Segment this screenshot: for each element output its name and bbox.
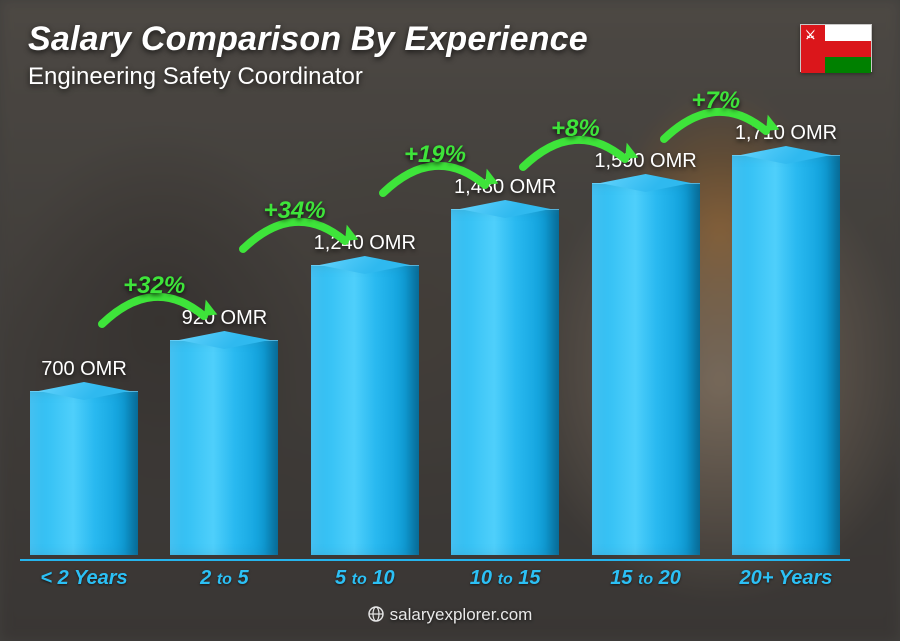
bar-3: 1,480 OMR (441, 176, 569, 555)
globe-icon (368, 606, 384, 627)
country-flag-oman: ⚔ (800, 24, 872, 72)
bar-value-label: 1,590 OMR (594, 150, 696, 173)
x-axis-label: < 2 Years (20, 561, 148, 589)
bar-front-face (311, 265, 419, 555)
header: Salary Comparison By Experience Engineer… (28, 20, 872, 91)
bar-3d (592, 183, 700, 555)
bar-value-label: 1,240 OMR (314, 232, 416, 255)
flag-stripe-white (825, 25, 871, 41)
bar-3d (170, 340, 278, 555)
bar-value-label: 1,480 OMR (454, 176, 556, 199)
footer: salaryexplorer.com (0, 605, 900, 627)
x-axis-label: 10 to 15 (441, 561, 569, 589)
x-axis-label: 5 to 10 (301, 561, 429, 589)
x-axis-label: 15 to 20 (582, 561, 710, 589)
bar-front-face (592, 183, 700, 555)
bar-front-face (732, 155, 840, 555)
x-axis-label: 2 to 5 (160, 561, 288, 589)
bar-4: 1,590 OMR (582, 150, 710, 555)
flag-hoist-red: ⚔ (801, 25, 825, 73)
bars-container: 700 OMR 920 OMR 1,240 OMR 1,480 OMR 1,590 OM… (20, 120, 850, 555)
bar-3d (732, 155, 840, 555)
bar-value-label: 700 OMR (41, 358, 127, 381)
bar-3d (30, 391, 138, 555)
salary-bar-chart: 700 OMR 920 OMR 1,240 OMR 1,480 OMR 1,590 OM… (20, 120, 850, 589)
bar-3d (311, 265, 419, 555)
chart-subtitle: Engineering Safety Coordinator (28, 63, 872, 91)
bar-0: 700 OMR (20, 358, 148, 555)
flag-stripe-green (825, 57, 871, 73)
x-axis-label: 20+ Years (722, 561, 850, 589)
footer-text: salaryexplorer.com (390, 605, 533, 624)
flag-stripe-red (825, 41, 871, 57)
bar-front-face (451, 209, 559, 555)
bar-value-label: 1,710 OMR (735, 122, 837, 145)
bar-front-face (30, 391, 138, 555)
bar-front-face (170, 340, 278, 555)
bar-value-label: 920 OMR (182, 307, 268, 330)
bar-5: 1,710 OMR (722, 122, 850, 555)
bar-3d (451, 209, 559, 555)
bar-2: 1,240 OMR (301, 232, 429, 555)
flag-emblem-icon: ⚔ (805, 28, 816, 42)
bar-1: 920 OMR (160, 307, 288, 555)
x-axis: < 2 Years 2 to 5 5 to 10 10 to 15 15 to 20 20… (20, 559, 850, 589)
chart-title: Salary Comparison By Experience (28, 20, 872, 59)
